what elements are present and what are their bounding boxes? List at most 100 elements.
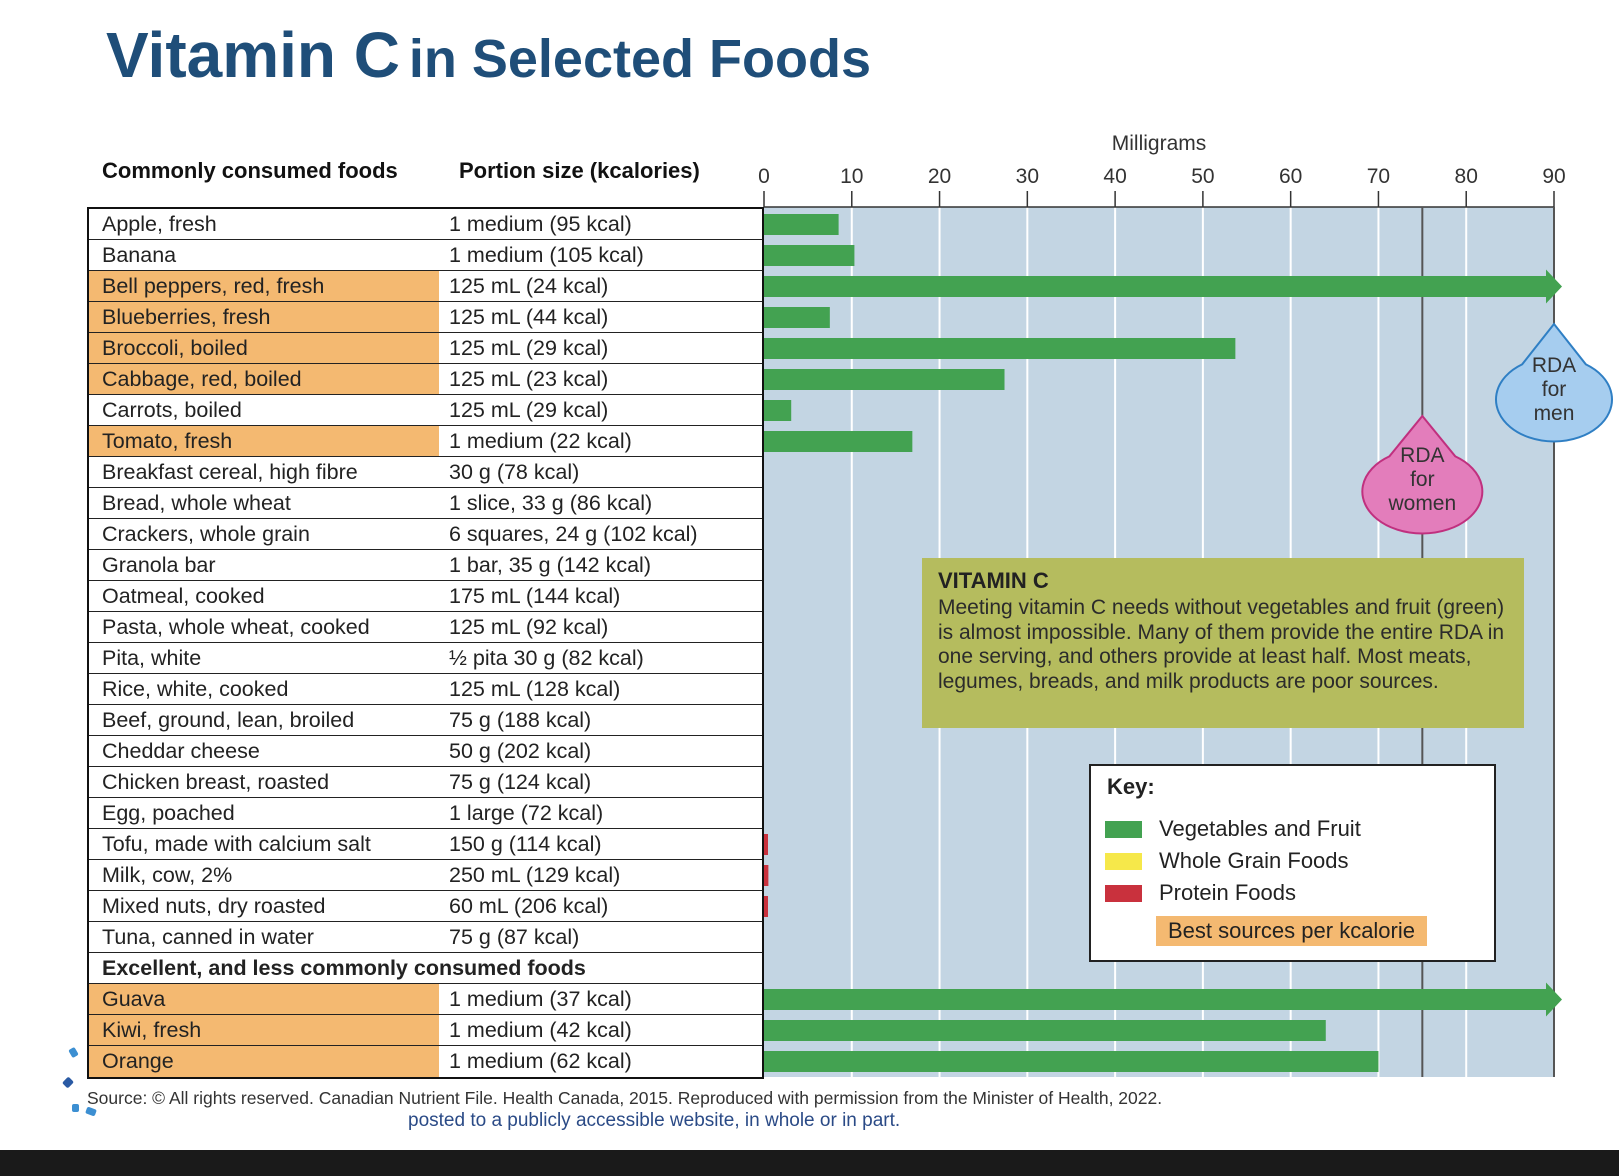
- table-row: Cheddar cheese 50 g (202 kcal): [89, 736, 762, 767]
- portion-size: 1 large (72 kcal): [449, 801, 604, 825]
- key-label: Protein Foods: [1159, 880, 1296, 905]
- portion-size: 75 g (124 kcal): [449, 770, 592, 794]
- key-item-protein: Protein Foods: [1105, 880, 1296, 906]
- table-row: Broccoli, boiled 125 mL (29 kcal): [89, 333, 762, 364]
- rda-label-line: men: [1533, 402, 1575, 425]
- table-row: Rice, white, cooked 125 mL (128 kcal): [89, 674, 762, 705]
- table-row: Tuna, canned in water 75 g (87 kcal): [89, 922, 762, 953]
- portion-size: 125 mL (92 kcal): [449, 615, 609, 639]
- table-row: Guava 1 medium (37 kcal): [89, 984, 762, 1015]
- table-row: Tofu, made with calcium salt 150 g (114 k…: [89, 829, 762, 860]
- tick-label: 0: [758, 165, 770, 188]
- section-header-row: Excellent, and less commonly consumed fo…: [89, 953, 762, 984]
- bar: [764, 245, 855, 266]
- bar: [764, 338, 1236, 359]
- portion-size: 125 mL (128 kcal): [449, 677, 621, 701]
- portion-size: 75 g (188 kcal): [449, 708, 592, 732]
- key-swatch-red: [1105, 884, 1142, 902]
- table-row: Pita, white ½ pita 30 g (82 kcal): [89, 643, 762, 674]
- portion-size: 1 medium (22 kcal): [449, 429, 632, 453]
- food-name: Mixed nuts, dry roasted: [102, 894, 326, 918]
- portion-size: 1 medium (105 kcal): [449, 243, 644, 267]
- posted-notice: posted to a publicly accessible website,…: [408, 1110, 901, 1131]
- portion-size: ½ pita 30 g (82 kcal): [449, 646, 644, 670]
- rda-label-line: for: [1541, 378, 1567, 401]
- food-name: Chicken breast, roasted: [102, 770, 330, 794]
- key-best-sources: Best sources per kcalorie: [1156, 916, 1427, 946]
- portion-size: 1 medium (95 kcal): [449, 212, 632, 236]
- chart-key: Key: Vegetables and Fruit Whole Grain Fo…: [1089, 764, 1496, 962]
- food-table: Apple, fresh 1 medium (95 kcal) Banana 1 me…: [87, 207, 764, 1079]
- rda-label-line: RDA: [1531, 354, 1577, 377]
- tick-label: 10: [840, 165, 863, 188]
- food-name: Pita, white: [102, 646, 202, 670]
- key-label: Vegetables and Fruit: [1159, 816, 1361, 841]
- bottom-bar: [0, 1150, 1619, 1176]
- table-row: Beef, ground, lean, broiled 75 g (188 kca…: [89, 705, 762, 736]
- food-name: Egg, poached: [102, 801, 235, 825]
- table-row: Carrots, boiled 125 mL (29 kcal): [89, 395, 762, 426]
- bar: [764, 214, 839, 235]
- x-axis-label: Milligrams: [1112, 132, 1207, 155]
- key-item-vegetables-fruit: Vegetables and Fruit: [1105, 816, 1361, 842]
- note-text: Meeting vitamin C needs without vegetabl…: [938, 596, 1505, 693]
- tick-label: 60: [1279, 165, 1302, 188]
- portion-size: 75 g (87 kcal): [449, 925, 580, 949]
- rda-label-line: RDA: [1400, 444, 1445, 467]
- tick-label: 70: [1367, 165, 1390, 188]
- source-citation: Source: © All rights reserved. Canadian …: [87, 1088, 1163, 1108]
- food-name: Cabbage, red, boiled: [89, 364, 439, 394]
- portion-size: 6 squares, 24 g (102 kcal): [449, 522, 698, 546]
- table-row: Mixed nuts, dry roasted 60 mL (206 kcal): [89, 891, 762, 922]
- food-name: Crackers, whole grain: [102, 522, 310, 546]
- food-name: Breakfast cereal, high fibre: [102, 460, 358, 484]
- key-title: Key:: [1107, 774, 1155, 799]
- tick-label: 20: [928, 165, 951, 188]
- portion-size: 60 mL (206 kcal): [449, 894, 609, 918]
- section-header: Excellent, and less commonly consumed fo…: [102, 956, 586, 980]
- food-name: Milk, cow, 2%: [102, 863, 233, 887]
- portion-size: 1 slice, 33 g (86 kcal): [449, 491, 653, 515]
- title-rest: in Selected Foods: [408, 29, 871, 89]
- food-name: Carrots, boiled: [102, 398, 242, 422]
- table-row: Blueberries, fresh 125 mL (44 kcal): [89, 302, 762, 333]
- table-row: Kiwi, fresh 1 medium (42 kcal): [89, 1015, 762, 1046]
- title-main: Vitamin C: [106, 19, 400, 91]
- food-name: Kiwi, fresh: [89, 1015, 439, 1045]
- table-row: Egg, poached 1 large (72 kcal): [89, 798, 762, 829]
- table-row: Granola bar 1 bar, 35 g (142 kcal): [89, 550, 762, 581]
- food-name: Rice, white, cooked: [102, 677, 289, 701]
- bar: [764, 865, 769, 886]
- food-name: Bread, whole wheat: [102, 491, 291, 515]
- food-name: Broccoli, boiled: [89, 333, 439, 363]
- bar: [764, 369, 1005, 390]
- rda-men-drop: [1495, 322, 1613, 443]
- tick-label: 90: [1542, 165, 1565, 188]
- portion-size: 125 mL (44 kcal): [449, 305, 609, 329]
- tick-label: 30: [1016, 165, 1039, 188]
- page-title: Vitamin C in Selected Foods: [106, 18, 871, 92]
- table-row: Pasta, whole wheat, cooked 125 mL (92 kca…: [89, 612, 762, 643]
- food-name: Cheddar cheese: [102, 739, 260, 763]
- portion-size: 1 bar, 35 g (142 kcal): [449, 553, 651, 577]
- portion-size: 1 medium (62 kcal): [449, 1049, 632, 1073]
- table-row: Crackers, whole grain 6 squares, 24 g (10…: [89, 519, 762, 550]
- bar: [764, 834, 768, 855]
- portion-size: 125 mL (29 kcal): [449, 336, 609, 360]
- bar: [764, 400, 792, 421]
- key-label: Whole Grain Foods: [1159, 848, 1349, 873]
- bar: [764, 896, 768, 917]
- table-row: Milk, cow, 2% 250 mL (129 kcal): [89, 860, 762, 891]
- food-name: Blueberries, fresh: [89, 302, 439, 332]
- key-swatch-green: [1105, 820, 1142, 838]
- tick-label: 40: [1103, 165, 1126, 188]
- note-title: VITAMIN C: [938, 568, 1049, 593]
- food-name: Granola bar: [102, 553, 216, 577]
- table-row: Bread, whole wheat 1 slice, 33 g (86 kcal…: [89, 488, 762, 519]
- food-name: Orange: [89, 1046, 439, 1077]
- logo-dot: [72, 1104, 79, 1112]
- food-name: Tofu, made with calcium salt: [102, 832, 371, 856]
- tick-label: 50: [1191, 165, 1214, 188]
- vitamin-c-note: VITAMIN C Meeting vitamin C needs withou…: [922, 558, 1524, 728]
- food-name: Pasta, whole wheat, cooked: [102, 615, 370, 639]
